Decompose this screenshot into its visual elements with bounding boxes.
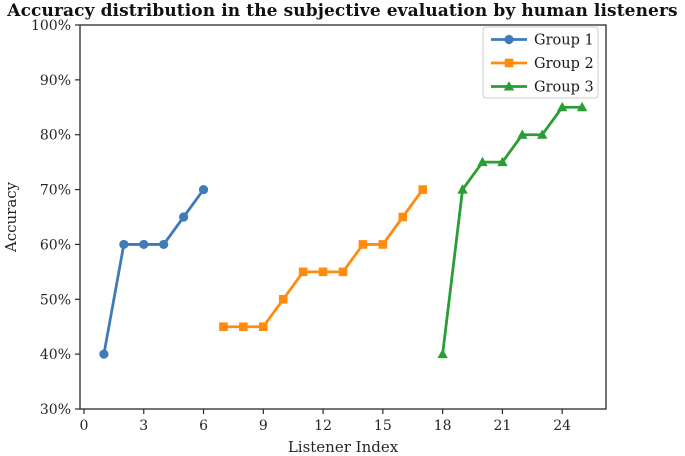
- y-tick-label: 80%: [40, 128, 71, 144]
- data-point-group-2: [239, 322, 248, 332]
- y-tick-label: 90%: [40, 73, 71, 89]
- data-point-group-1: [179, 212, 189, 222]
- series-line-group-1: [102, 188, 205, 356]
- x-tick-label: 9: [259, 418, 268, 434]
- chart-title: Accuracy distribution in the subjective …: [7, 1, 678, 21]
- data-point-group-3: [457, 184, 468, 194]
- x-tick-label: 21: [493, 418, 511, 434]
- y-tick-label: 60%: [40, 237, 71, 253]
- data-point-group-2: [278, 294, 288, 304]
- y-tick-label: 40%: [40, 347, 71, 363]
- y-tick-label: 70%: [40, 183, 71, 199]
- data-point-group-2: [398, 212, 408, 222]
- data-point-group-2: [418, 185, 427, 194]
- x-tick-label: 12: [314, 418, 332, 434]
- legend-box: [482, 26, 599, 99]
- data-point-group-2: [298, 267, 308, 277]
- legend-label: Group 3: [534, 80, 594, 96]
- data-point-group-1: [99, 349, 109, 359]
- data-point-group-2: [219, 322, 228, 332]
- x-tick-label: 15: [374, 418, 392, 434]
- data-point-group-2: [259, 322, 268, 332]
- y-axis-label: Accuracy: [2, 181, 20, 253]
- data-point-group-3: [437, 348, 448, 359]
- legend-label: Group 1: [534, 33, 594, 49]
- data-point-group-3: [537, 129, 548, 139]
- data-point-group-2: [338, 267, 348, 277]
- data-point-group-1: [159, 239, 169, 250]
- data-point-group-3: [477, 156, 488, 167]
- data-point-group-2: [358, 240, 368, 249]
- plot-frame: [79, 24, 607, 410]
- series-group-1: [99, 184, 209, 359]
- x-tick-label: 0: [80, 418, 89, 434]
- data-point-group-3: [497, 156, 508, 167]
- y-tick-label: 100%: [31, 18, 71, 34]
- x-axis-label: Listener Index: [288, 438, 399, 456]
- series-group-3: [437, 101, 588, 359]
- legend-circle-marker-icon: [504, 34, 514, 45]
- data-point-group-2: [318, 267, 328, 277]
- y-tick-label: 50%: [40, 292, 71, 308]
- x-tick-label: 3: [139, 418, 148, 434]
- legend-label: Group 2: [534, 56, 594, 72]
- data-point-group-1: [139, 239, 149, 250]
- data-point-group-3: [517, 129, 528, 139]
- legend-square-marker-icon: [504, 58, 514, 68]
- data-point-group-3: [576, 101, 588, 112]
- data-point-group-1: [198, 184, 209, 195]
- y-tick-label: 30%: [40, 402, 71, 418]
- series-group-2: [219, 185, 427, 332]
- x-tick-label: 6: [199, 418, 208, 434]
- data-point-group-1: [119, 239, 129, 250]
- legend: Group 1 Group 2 Group 3: [482, 26, 599, 99]
- data-point-group-3: [556, 101, 568, 112]
- x-tick-label: 24: [553, 418, 571, 434]
- series-line-group-3: [441, 105, 584, 356]
- legend-triangle-marker-icon: [503, 81, 515, 91]
- data-point-group-2: [378, 240, 388, 249]
- x-tick-label: 18: [434, 418, 452, 434]
